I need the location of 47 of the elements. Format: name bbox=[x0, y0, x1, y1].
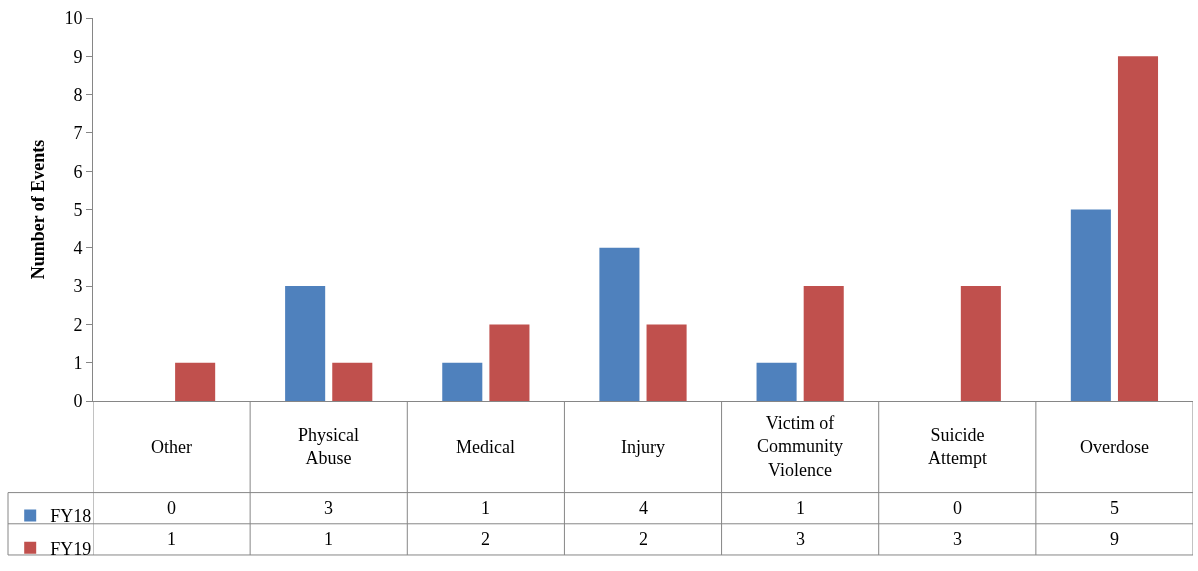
y-tick-label: 7 bbox=[73, 123, 83, 144]
data-label: 3 bbox=[796, 529, 805, 549]
data-label: 9 bbox=[1110, 529, 1119, 549]
data-label: 1 bbox=[324, 529, 333, 549]
data-label: 0 bbox=[953, 498, 962, 518]
y-tick-label: 8 bbox=[73, 84, 83, 105]
bar bbox=[803, 286, 844, 401]
bar bbox=[1070, 209, 1111, 401]
x-tick-label: Other bbox=[151, 437, 192, 457]
y-tick-label: 2 bbox=[73, 314, 83, 335]
x-tick-label: Suicide Attempt bbox=[928, 425, 987, 469]
data-label: 1 bbox=[481, 498, 490, 518]
legend-label: FY19 bbox=[50, 538, 92, 559]
y-tick-label: 3 bbox=[73, 276, 83, 297]
bar bbox=[599, 247, 640, 401]
y-tick-label: 6 bbox=[73, 161, 83, 182]
x-tick-label: Injury bbox=[621, 437, 665, 457]
bar bbox=[1117, 56, 1159, 401]
y-axis-title: Number of Events bbox=[27, 139, 48, 280]
data-label: 3 bbox=[953, 529, 962, 549]
x-tick-label: Overdose bbox=[1080, 437, 1149, 457]
data-label: 1 bbox=[167, 529, 176, 549]
x-tick-label: Victim of Community Violence bbox=[757, 413, 844, 480]
y-tick-label: 10 bbox=[64, 8, 83, 29]
y-tick-label: 0 bbox=[73, 391, 83, 412]
data-label: 2 bbox=[639, 529, 648, 549]
bar bbox=[960, 286, 1001, 401]
data-label: 5 bbox=[1110, 498, 1119, 518]
data-label: 1 bbox=[796, 498, 805, 518]
bar bbox=[756, 362, 797, 401]
bar bbox=[285, 286, 326, 401]
data-label: 4 bbox=[639, 498, 648, 518]
bar bbox=[646, 324, 687, 401]
y-tick-label: 5 bbox=[73, 199, 83, 220]
bar bbox=[175, 362, 216, 401]
bar bbox=[442, 362, 483, 401]
y-tick-label: 4 bbox=[73, 238, 83, 259]
bar bbox=[332, 362, 373, 401]
legend-label: FY18 bbox=[50, 506, 92, 527]
y-tick-label: 1 bbox=[73, 353, 83, 373]
data-label: 3 bbox=[324, 498, 333, 518]
x-tick-label: Medical bbox=[456, 437, 515, 457]
data-label: 0 bbox=[167, 498, 176, 518]
y-tick-label: 9 bbox=[73, 46, 83, 67]
data-label: 2 bbox=[481, 529, 490, 549]
x-tick-label: Physical Abuse bbox=[298, 425, 359, 469]
bar bbox=[489, 324, 530, 401]
